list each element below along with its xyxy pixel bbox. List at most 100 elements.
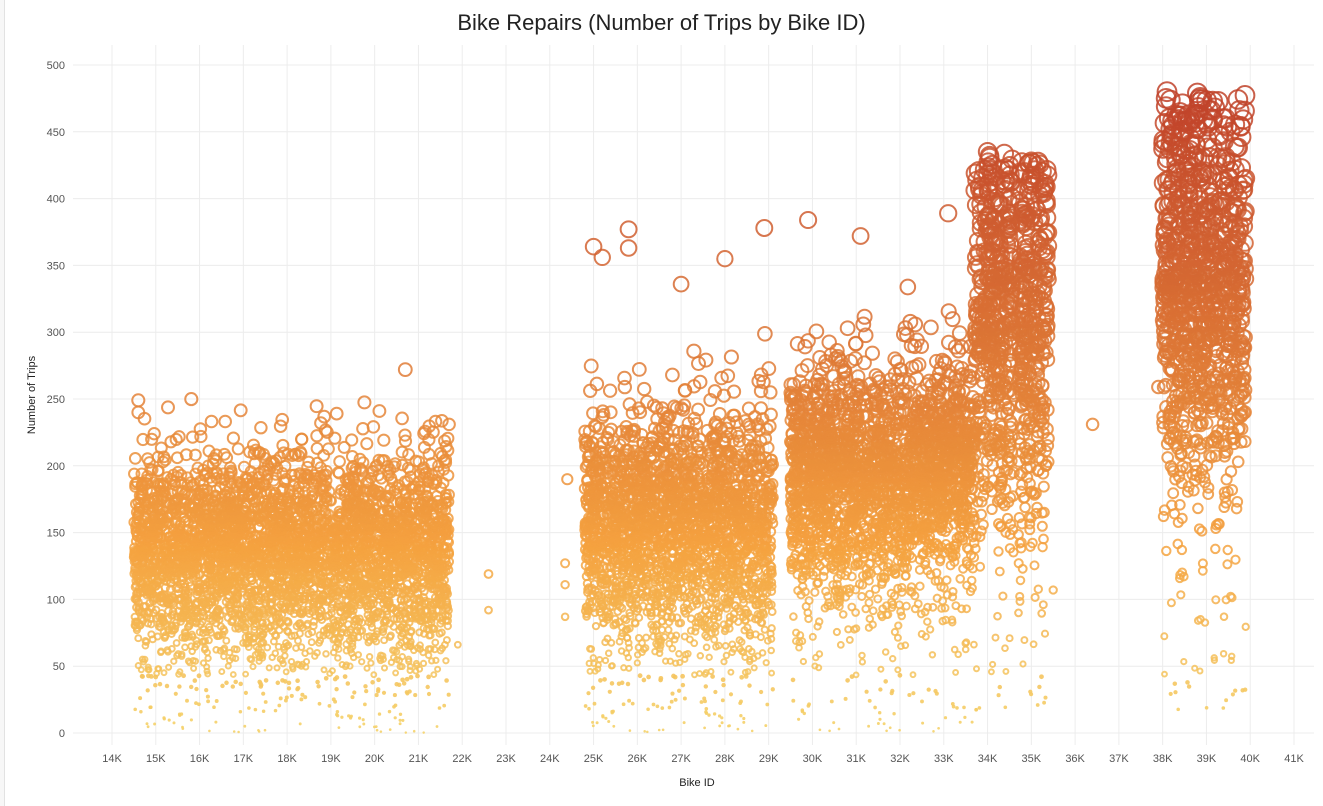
data-point (205, 694, 210, 699)
data-point (1176, 707, 1180, 712)
data-point (1219, 612, 1229, 621)
data-point (315, 679, 320, 685)
data-point (273, 708, 278, 713)
data-point (204, 636, 213, 645)
data-point (888, 726, 892, 730)
data-point (633, 659, 641, 667)
data-point (190, 664, 198, 672)
data-point (585, 659, 593, 667)
data-point (703, 684, 709, 689)
data-point (374, 693, 379, 698)
data-point (720, 677, 726, 683)
data-point (823, 591, 833, 601)
data-point (852, 624, 861, 633)
data-point (277, 703, 282, 708)
data-point (263, 678, 269, 683)
data-point (271, 649, 280, 657)
data-point (1241, 622, 1250, 631)
data-point (257, 729, 260, 732)
data-point (153, 632, 162, 641)
data-point (797, 717, 801, 721)
data-point (609, 681, 615, 686)
data-point (153, 722, 157, 726)
data-point (684, 650, 692, 658)
data-point (393, 716, 397, 720)
data-point (404, 655, 413, 663)
data-point (767, 646, 775, 655)
data-point (130, 612, 140, 622)
data-point (442, 657, 450, 665)
data-point (218, 668, 226, 676)
data-point (1037, 684, 1042, 690)
data-point (263, 728, 267, 732)
chart-title: Bike Repairs (Number of Trips by Bike ID… (457, 10, 866, 35)
data-point (1002, 667, 1010, 675)
data-point (386, 631, 395, 640)
data-point (661, 728, 665, 732)
data-point (220, 652, 228, 661)
data-point (343, 620, 353, 629)
data-point (832, 627, 841, 637)
data-point (238, 681, 243, 687)
data-point (705, 653, 713, 661)
data-point (1219, 649, 1228, 658)
data-point (973, 665, 980, 673)
data-point (179, 712, 184, 716)
data-point (1160, 632, 1169, 641)
data-point (625, 681, 631, 687)
data-point (867, 698, 872, 703)
data-point (167, 718, 171, 722)
data-point (246, 655, 254, 663)
data-point (165, 663, 173, 671)
data-point (1020, 636, 1029, 645)
data-point (334, 675, 340, 680)
data-point (416, 641, 424, 650)
data-point (728, 640, 737, 649)
data-point (138, 696, 143, 701)
data-point (844, 625, 853, 634)
data-point (909, 671, 917, 679)
data-point (249, 663, 257, 671)
data-point (201, 644, 209, 653)
data-point (1243, 687, 1248, 692)
data-point (998, 591, 1008, 601)
data-point (316, 684, 321, 689)
data-point (1029, 640, 1038, 649)
data-point (1233, 688, 1238, 693)
data-point (1003, 705, 1008, 710)
data-point (1173, 690, 1178, 695)
data-point (199, 659, 208, 667)
data-point (214, 720, 218, 724)
data-point (1048, 585, 1058, 595)
window-left-edge (0, 0, 5, 806)
data-point (297, 643, 306, 651)
data-point (865, 614, 875, 624)
data-point (265, 664, 273, 672)
data-point (727, 668, 735, 676)
data-point (286, 680, 292, 686)
data-point (943, 716, 948, 720)
data-point (484, 605, 493, 615)
data-point (660, 633, 669, 641)
data-point (1037, 609, 1047, 618)
data-point (1180, 657, 1188, 666)
data-point (686, 614, 696, 623)
data-point (144, 663, 152, 671)
data-point (388, 728, 392, 731)
data-point (933, 688, 938, 694)
data-point (370, 671, 378, 679)
data-point (261, 709, 266, 713)
data-point (404, 731, 408, 734)
data-point (926, 625, 935, 634)
data-point (808, 632, 817, 641)
data-point (739, 699, 743, 704)
data-point (818, 728, 822, 732)
data-point (894, 666, 902, 674)
data-point (917, 630, 926, 639)
data-point (154, 665, 162, 673)
data-point (1019, 660, 1027, 668)
data-point (950, 645, 959, 654)
data-point (245, 631, 254, 640)
data-point (177, 684, 182, 689)
